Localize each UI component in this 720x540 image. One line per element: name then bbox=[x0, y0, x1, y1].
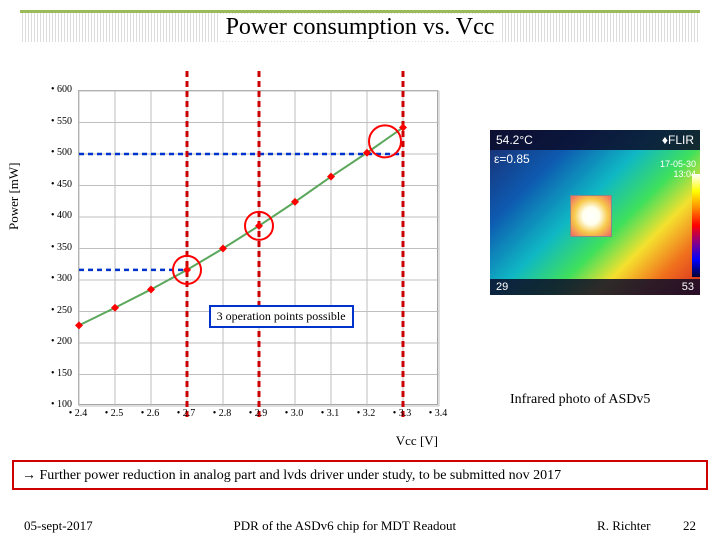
ir-color-scale bbox=[692, 174, 700, 277]
footer-author: R. Richter bbox=[597, 518, 650, 533]
ir-chip-hotspot bbox=[570, 195, 612, 237]
ir-emissivity: ε=0.85 bbox=[494, 152, 530, 166]
ir-caption: Infrared photo of ASDv5 bbox=[510, 392, 650, 408]
x-tick: • 2.8 bbox=[208, 408, 236, 419]
x-tick: • 3.3 bbox=[388, 408, 416, 419]
ir-top-bar: 54.2°C ♦FLIR bbox=[490, 130, 700, 150]
y-tick: • 450 bbox=[30, 179, 72, 190]
y-tick: • 200 bbox=[30, 336, 72, 347]
ir-scale-low: 29 bbox=[496, 281, 508, 293]
ir-bottom-bar: 29 53 bbox=[490, 279, 700, 295]
x-tick: • 2.4 bbox=[64, 408, 92, 419]
slide-title: Power consumption vs. Vcc bbox=[218, 14, 503, 41]
slide-footer: 05-sept-2017 PDR of the ASDv6 chip for M… bbox=[0, 518, 720, 534]
plot-area: 3 operation points possible bbox=[78, 90, 438, 405]
flir-logo: ♦FLIR bbox=[662, 133, 694, 147]
y-tick: • 500 bbox=[30, 147, 72, 158]
operation-points-note: 3 operation points possible bbox=[209, 305, 354, 328]
footer-page: 22 bbox=[683, 518, 696, 533]
x-axis-label: Vcc [V] bbox=[396, 433, 438, 449]
footnote-text: Further power reduction in analog part a… bbox=[40, 468, 562, 483]
infrared-photo: 54.2°C ♦FLIR ε=0.85 17-05-30 13:04 29 53 bbox=[490, 130, 700, 295]
x-tick: • 2.7 bbox=[172, 408, 200, 419]
slide-title-bar: Power consumption vs. Vcc bbox=[20, 10, 700, 42]
x-tick: • 2.5 bbox=[100, 408, 128, 419]
x-tick: • 2.9 bbox=[244, 408, 272, 419]
x-tick: • 3.0 bbox=[280, 408, 308, 419]
ir-temperature: 54.2°C bbox=[496, 133, 533, 147]
y-tick: • 550 bbox=[30, 116, 72, 127]
ir-timestamp: 17-05-30 13:04 bbox=[660, 160, 696, 180]
y-axis-label: Power [mW] bbox=[6, 162, 22, 230]
footer-title: PDR of the ASDv6 chip for MDT Readout bbox=[234, 518, 457, 534]
y-tick: • 400 bbox=[30, 210, 72, 221]
x-tick: • 3.2 bbox=[352, 408, 380, 419]
y-tick: • 300 bbox=[30, 273, 72, 284]
x-tick: • 2.6 bbox=[136, 408, 164, 419]
power-chart: Power [mW] 3 operation points possible V… bbox=[24, 90, 444, 435]
x-tick: • 3.1 bbox=[316, 408, 344, 419]
y-tick: • 600 bbox=[30, 84, 72, 95]
footer-date: 05-sept-2017 bbox=[24, 518, 93, 534]
footnote-box: → Further power reduction in analog part… bbox=[12, 460, 708, 490]
y-tick: • 250 bbox=[30, 305, 72, 316]
x-tick: • 3.4 bbox=[424, 408, 452, 419]
y-tick: • 350 bbox=[30, 242, 72, 253]
arrow-icon: → bbox=[22, 466, 36, 482]
y-tick: • 150 bbox=[30, 368, 72, 379]
ir-scale-high: 53 bbox=[682, 281, 694, 293]
